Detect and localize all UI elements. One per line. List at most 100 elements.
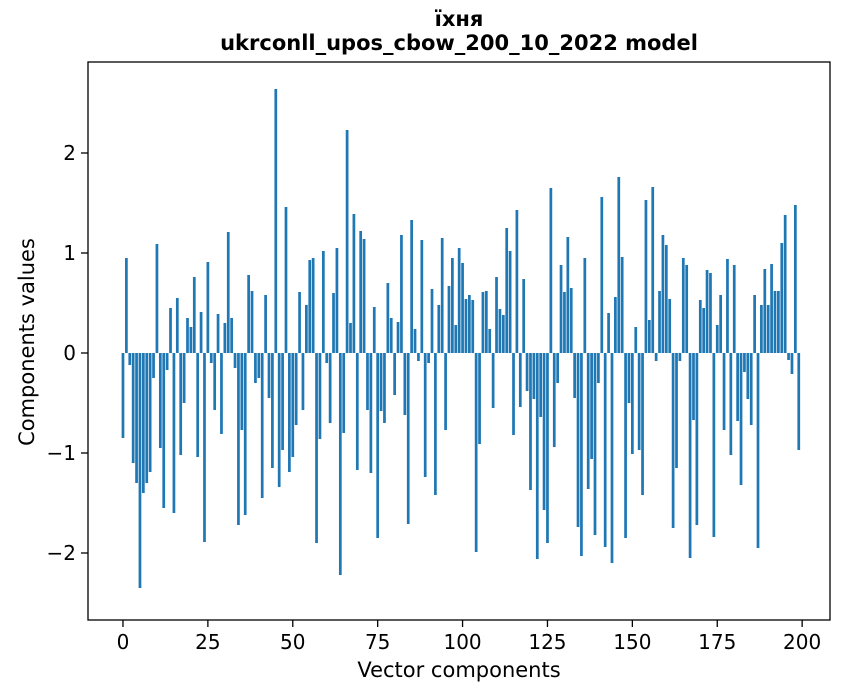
bar [614,297,617,353]
bar [457,248,461,353]
bar [203,353,206,542]
bar [495,277,498,353]
bar [559,265,563,353]
bar [702,308,706,353]
bar [461,263,464,353]
bar [556,353,560,383]
x-tick-label: 200 [783,630,821,654]
bar [685,265,689,353]
bar [254,353,257,383]
bar [634,327,638,353]
bar [671,353,675,528]
bar [288,353,291,472]
bar [192,277,196,353]
bar [766,305,770,353]
chart-title: їхня [434,7,484,31]
bar [481,292,485,353]
bar [172,353,176,513]
bar [427,353,430,363]
x-tick-label: 150 [613,630,651,654]
bar [121,353,125,438]
bar [233,353,237,368]
bar [359,231,363,353]
bar [179,353,183,455]
bar [488,329,492,353]
bar [529,353,532,490]
bar [318,353,322,439]
bar [260,353,264,498]
bar [777,291,780,353]
bar [213,353,217,410]
bar [607,313,610,353]
bar [590,353,593,459]
bar [175,298,179,353]
bar [274,89,278,353]
bar [182,353,186,403]
x-tick-label: 75 [365,630,390,654]
bar [512,353,515,435]
bar [152,353,155,378]
bar [206,262,210,353]
bar [158,353,162,448]
x-tick-label: 25 [195,630,220,654]
bar [518,353,522,407]
bar [386,283,390,353]
bar [291,353,295,457]
bar [393,353,397,395]
bar [698,300,702,353]
bar [790,353,794,374]
bar [281,353,284,450]
bar [264,295,267,353]
bar [678,353,682,361]
bar [383,353,386,423]
bar [155,244,159,353]
bar [437,305,441,353]
bar [250,291,254,353]
bars [121,89,801,588]
bar [739,353,743,485]
bar [546,353,549,543]
bar [522,279,526,353]
bar [403,353,407,415]
bar [342,353,346,433]
bar [410,220,413,353]
bar [515,210,519,353]
y-tick-label: −1 [47,441,76,465]
chart-subtitle: ukrconll_upos_cbow_200_10_2022 model [220,31,698,55]
bar [658,291,661,353]
bar [563,292,566,353]
bar [549,188,553,353]
bar [532,353,536,399]
bar [715,325,719,353]
bar [695,353,699,525]
bar [539,353,543,417]
bar [681,258,685,353]
bar [627,353,631,403]
bar [430,289,434,353]
bar [729,353,733,455]
bar [305,305,308,353]
bar [468,295,471,353]
bar [647,320,651,353]
bar [576,353,580,527]
bar [349,323,352,353]
bar [220,353,223,434]
y-tick-label: −2 [47,541,76,565]
bar [535,353,539,559]
x-tick-label: 175 [698,630,736,654]
bar [444,353,447,430]
bar [610,353,614,563]
y-axis-label: Components values [15,238,39,446]
x-tick-label: 50 [280,630,305,654]
bar [148,353,152,472]
bar [603,353,607,547]
bar [186,318,189,353]
bar [478,353,481,444]
bar [787,353,790,360]
bar [454,325,458,353]
bar [583,258,587,353]
bar [321,251,325,353]
x-tick-label: 125 [528,630,566,654]
bar [542,353,546,510]
